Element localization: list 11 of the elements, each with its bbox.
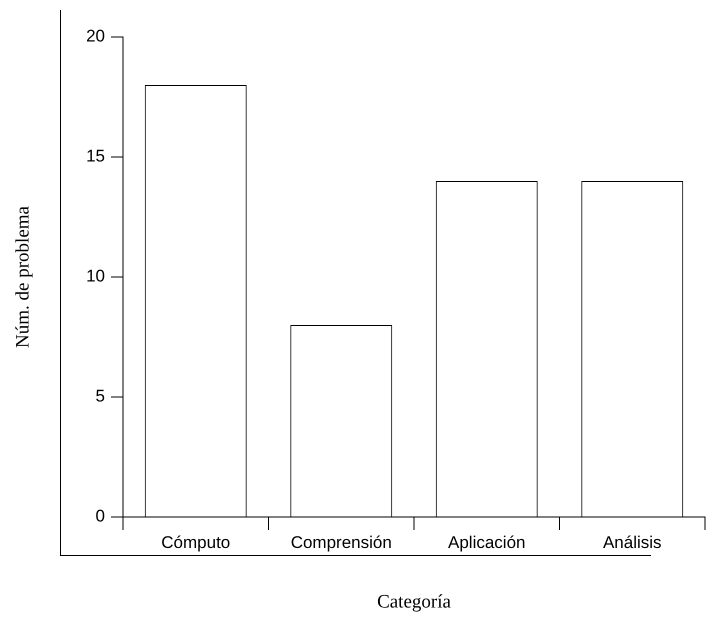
y-tick-label: 20 [86,26,105,46]
y-tick-label: 15 [86,146,105,166]
x-tick-label: Cómputo [161,532,230,552]
y-tick-label: 5 [96,386,105,406]
x-tick-label: Comprensión [290,532,392,552]
y-tick-label: 0 [96,506,105,526]
y-axis-title: Núm. de problema [12,205,34,348]
x-tick-label: Análisis [602,532,662,552]
y-tick-label: 10 [86,266,105,286]
x-tick-label: Aplicación [448,532,526,552]
x-axis-title: Categoría [377,592,452,613]
